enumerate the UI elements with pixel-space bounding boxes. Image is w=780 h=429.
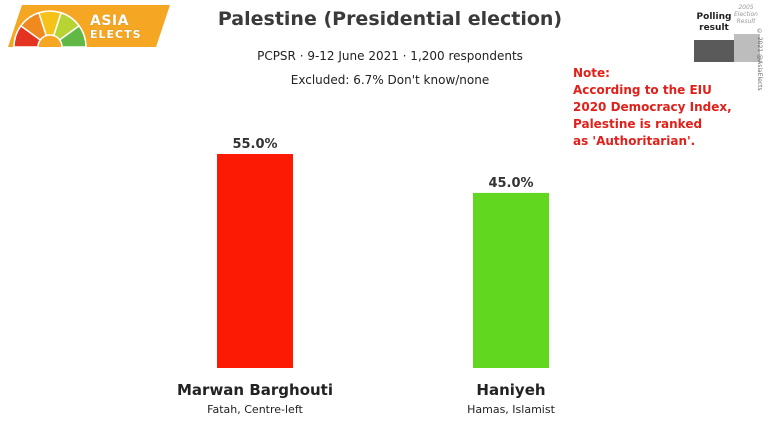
chart-subtitle: PCPSR · 9-12 June 2021 · 1,200 responden… [257, 49, 523, 63]
legend-polling-swatch [694, 40, 734, 62]
note-line5: as 'Authoritarian'. [573, 134, 696, 148]
chart-title: Palestine (Presidential election) [217, 8, 563, 30]
logo-text: ASIA ELECTS [90, 14, 142, 42]
note-line4: Palestine is ranked [573, 117, 703, 131]
legend-election-line2: Election [734, 11, 758, 18]
legend-election-label: 2005 Election Result [732, 4, 760, 25]
legend: Polling result 2005 Election Result [690, 4, 772, 62]
value-label-1: 45.0% [488, 176, 533, 191]
legend-polling-line2: result [699, 23, 729, 33]
bar-1 [473, 192, 549, 368]
value-label-0: 55.0% [232, 137, 277, 152]
category-label-1: Haniyeh [476, 381, 545, 399]
note-line3: 2020 Democracy Index, [573, 100, 732, 114]
excluded-note: Excluded: 6.7% Don't know/none [290, 73, 490, 87]
note-line2: According to the EIU [573, 83, 712, 97]
logo-fan [13, 10, 87, 48]
logo-line2: ELECTS [90, 28, 142, 41]
category-label-0: Marwan Barghouti [177, 381, 333, 399]
category-sublabel-1: Hamas, Islamist [467, 403, 555, 416]
legend-election-swatch [734, 34, 760, 62]
category-sublabel-0: Fatah, Centre-left [207, 403, 303, 416]
logo-graphic [8, 5, 170, 48]
note-line1: Note: [573, 66, 610, 80]
legend-election-line3: Result [736, 18, 756, 25]
legend-polling-line1: Polling [696, 12, 732, 22]
bar-0 [217, 154, 293, 368]
legend-election-line1: 2005 [738, 4, 754, 11]
logo-fan-segment [58, 24, 87, 48]
logo-line1: ASIA [90, 13, 129, 29]
democracy-note: Note: According to the EIU 2020 Democrac… [573, 65, 732, 150]
asia-elects-logo: ASIA ELECTS [8, 5, 170, 48]
legend-polling-label: Polling result [690, 12, 738, 34]
copyright-text: © 2021 @AsiaElects [756, 28, 763, 91]
